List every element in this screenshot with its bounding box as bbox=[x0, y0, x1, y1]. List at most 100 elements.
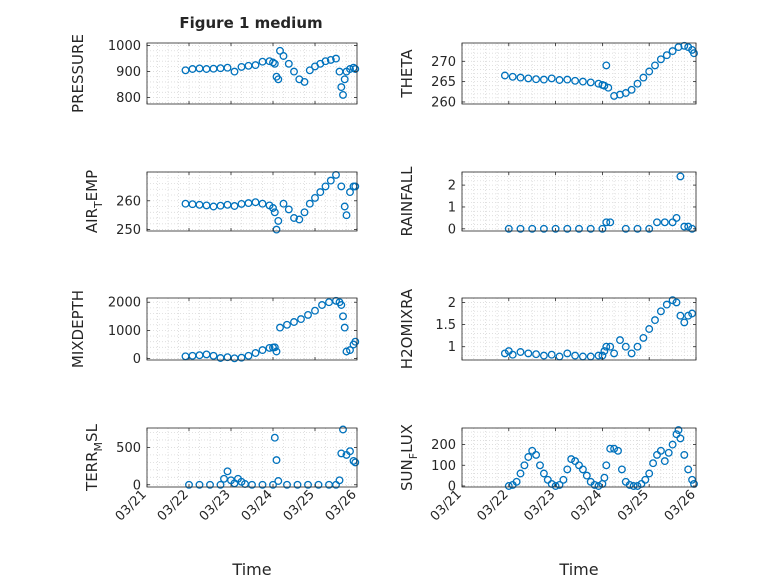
data-point bbox=[528, 446, 537, 455]
data-point bbox=[600, 473, 609, 482]
data-point bbox=[283, 320, 291, 329]
data-point bbox=[339, 312, 347, 321]
data-point bbox=[270, 59, 279, 68]
data-point bbox=[321, 57, 330, 66]
data-point bbox=[656, 55, 665, 64]
x-axis-label: Time bbox=[231, 560, 271, 579]
data-point bbox=[551, 224, 560, 233]
data-point bbox=[300, 208, 309, 217]
x-tick-label: 03/26 bbox=[662, 487, 699, 524]
data-point bbox=[651, 61, 659, 70]
data-point bbox=[295, 215, 304, 224]
axes-box bbox=[146, 427, 358, 488]
axes-box bbox=[461, 171, 697, 232]
data-point bbox=[688, 309, 697, 318]
data-point bbox=[680, 318, 689, 327]
data-point bbox=[202, 350, 211, 359]
y-tick-label: 0 bbox=[133, 352, 141, 367]
data-point bbox=[555, 480, 564, 489]
data-point bbox=[621, 224, 630, 233]
data-point bbox=[610, 444, 619, 453]
y-axis-label: THETA bbox=[398, 49, 416, 99]
data-point bbox=[633, 482, 642, 490]
y-tick-label: 270 bbox=[431, 55, 456, 70]
data-point bbox=[653, 218, 661, 227]
data-point bbox=[563, 349, 572, 358]
data-point bbox=[339, 90, 347, 99]
data-point bbox=[653, 450, 661, 459]
data-point bbox=[649, 459, 658, 468]
data-point bbox=[610, 349, 619, 358]
data-point bbox=[672, 213, 681, 222]
data-point bbox=[274, 75, 283, 84]
data-point bbox=[270, 343, 279, 352]
y-tick-label: 1000 bbox=[108, 324, 141, 339]
data-point bbox=[335, 476, 344, 485]
data-point bbox=[290, 214, 298, 222]
data-point bbox=[662, 300, 671, 309]
data-point bbox=[539, 75, 548, 84]
subplot-h2omixra: 1 1.5 2 H2OMIXRA bbox=[398, 288, 697, 369]
data-point bbox=[270, 433, 279, 442]
data-point bbox=[321, 182, 330, 191]
data-point bbox=[340, 323, 349, 332]
data-point bbox=[616, 336, 624, 345]
data-point bbox=[563, 75, 572, 84]
y-axis-label: MIXDEPTH bbox=[69, 290, 87, 368]
data-point bbox=[337, 83, 346, 92]
data-point bbox=[251, 349, 260, 357]
data-point bbox=[305, 199, 314, 208]
data-point bbox=[520, 461, 529, 470]
data-point bbox=[332, 170, 340, 179]
data-point bbox=[269, 480, 277, 489]
data-point bbox=[276, 46, 284, 55]
y-tick-label: 265 bbox=[431, 75, 456, 90]
x-tick-label: 03/23 bbox=[197, 487, 234, 524]
data-point bbox=[216, 480, 225, 489]
data-point bbox=[223, 63, 232, 72]
y-axis-label: AIRTEMP bbox=[83, 170, 105, 233]
y-tick-label: 0 bbox=[448, 479, 456, 494]
axes-box bbox=[461, 42, 697, 105]
data-point bbox=[660, 457, 669, 466]
y-tick-label: 0 bbox=[133, 478, 141, 493]
data-point bbox=[269, 204, 277, 212]
x-tick-label: 03/23 bbox=[521, 487, 558, 524]
data-point bbox=[342, 211, 351, 220]
y-axis-label: RAINFALL bbox=[398, 166, 416, 237]
data-point bbox=[351, 65, 360, 73]
data-point bbox=[230, 67, 239, 76]
data-point bbox=[284, 59, 293, 68]
data-point bbox=[627, 85, 636, 94]
x-tick-label: 03/21 bbox=[113, 487, 150, 524]
data-point bbox=[272, 456, 281, 465]
x-axis-label: Time bbox=[558, 560, 598, 579]
y-tick-label: 0 bbox=[448, 222, 456, 237]
data-point bbox=[311, 193, 319, 202]
data-point bbox=[524, 349, 533, 358]
data-point bbox=[676, 172, 685, 181]
data-point bbox=[602, 342, 611, 351]
data-point bbox=[532, 75, 541, 84]
data-point bbox=[639, 333, 648, 342]
data-point bbox=[594, 351, 603, 360]
y-tick-label: 2 bbox=[448, 179, 456, 194]
data-point bbox=[332, 296, 340, 305]
data-point bbox=[586, 224, 595, 233]
data-point bbox=[512, 477, 521, 486]
data-point bbox=[337, 449, 346, 458]
data-point bbox=[617, 465, 626, 474]
y-tick-label: 1 bbox=[448, 200, 456, 215]
x-tick-label: 03/21 bbox=[428, 487, 465, 524]
data-point bbox=[656, 446, 665, 455]
data-point bbox=[332, 54, 340, 63]
data-point bbox=[684, 465, 693, 474]
axes-box bbox=[461, 427, 697, 488]
data-point bbox=[293, 480, 302, 489]
data-point bbox=[340, 202, 349, 211]
data-point bbox=[575, 224, 583, 233]
data-point bbox=[680, 41, 689, 50]
data-point bbox=[248, 480, 256, 489]
data-point bbox=[258, 346, 267, 355]
